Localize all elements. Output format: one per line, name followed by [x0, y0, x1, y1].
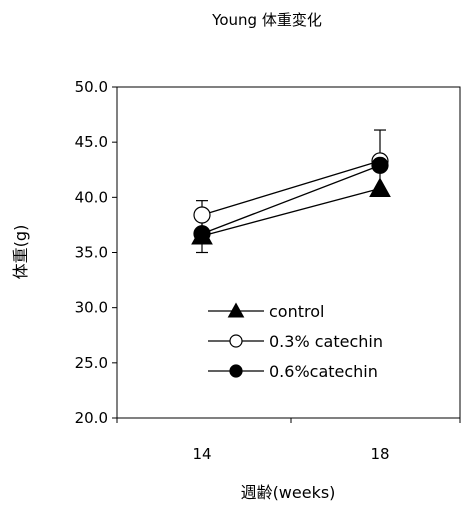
- series-line: [201, 160, 381, 216]
- y-tick-label: 50.0: [75, 78, 108, 96]
- data-point-triangle: [369, 177, 391, 198]
- y-axis-ticks: 20.0 25.0 30.0 35.0 40.0 45.0 50.0: [75, 78, 117, 427]
- y-tick-label: 35.0: [75, 244, 108, 262]
- x-axis-ticks: 14 18: [116, 418, 461, 463]
- y-tick-label: 45.0: [75, 133, 108, 151]
- data-point-filled-circle: [193, 225, 211, 243]
- x-tick-label: 18: [370, 445, 389, 463]
- data-point-open-circle: [193, 206, 211, 224]
- data-point-filled-circle: [229, 364, 243, 378]
- series-line: [201, 187, 381, 237]
- series-layer: [191, 129, 391, 254]
- y-tick-label: 20.0: [75, 409, 108, 427]
- y-tick-label: 30.0: [75, 299, 108, 317]
- data-point-triangle: [227, 302, 245, 318]
- x-axis-label: 週齢(weeks): [241, 483, 336, 502]
- series-line: [201, 164, 381, 235]
- y-tick-label: 25.0: [75, 354, 108, 372]
- y-axis-label: 体重(g): [11, 225, 30, 280]
- chart-title: Young 体重変化: [211, 11, 322, 29]
- legend-label: 0.3% catechin: [269, 332, 383, 351]
- y-tick-label: 40.0: [75, 188, 108, 206]
- legend-label: control: [269, 302, 324, 321]
- data-point-filled-circle: [371, 156, 389, 174]
- legend: control 0.3% catechin 0.6%catechin: [208, 302, 383, 381]
- legend-label: 0.6%catechin: [269, 362, 378, 381]
- x-tick-label: 14: [192, 445, 211, 463]
- data-point-open-circle: [229, 334, 243, 348]
